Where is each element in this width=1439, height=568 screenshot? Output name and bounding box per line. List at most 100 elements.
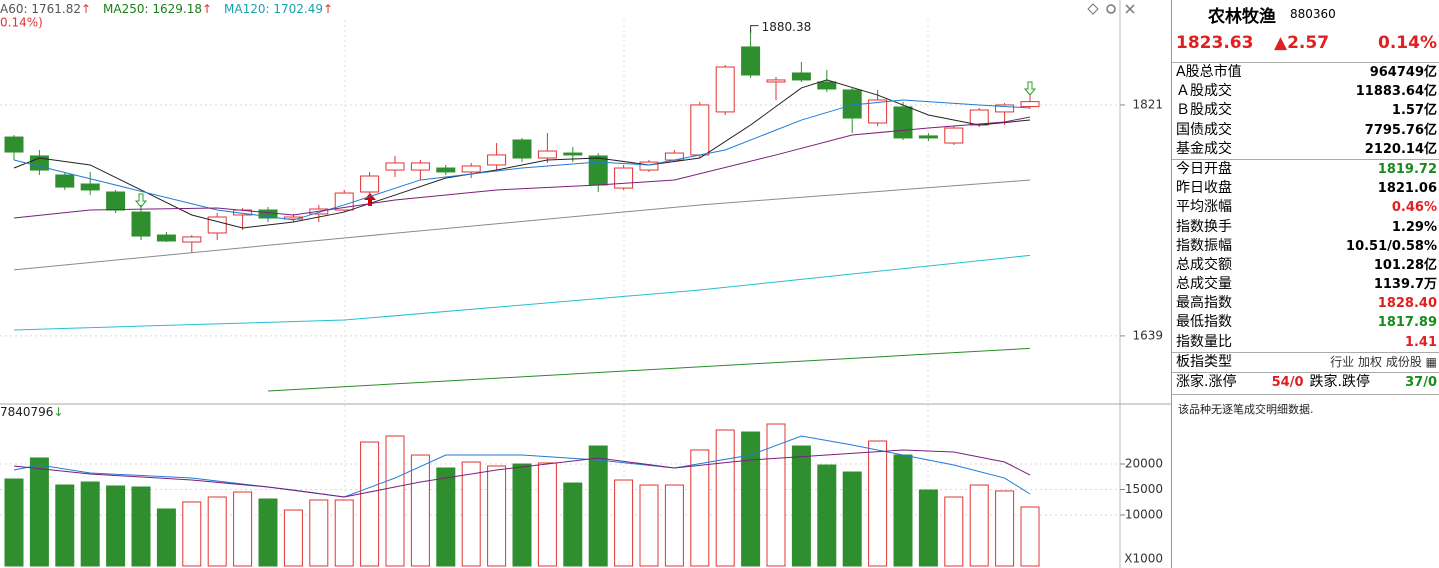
row-label: 昨日收盘 [1176, 180, 1232, 197]
candle-body [893, 106, 913, 139]
row-value: 1828.40 [1377, 296, 1437, 312]
volume-bar [614, 479, 634, 567]
ma-line [13, 449, 1031, 498]
ma-line [13, 79, 1031, 229]
footer-row: 涨家.涨停 54/0 跌家.跌停 37/0 [1172, 373, 1439, 395]
y-tick-label: 15000 [1125, 482, 1163, 496]
legend-entry: A60: 1761.82↑ [0, 2, 91, 16]
row-label: Ａ股成交 [1176, 83, 1232, 100]
icon-diamond[interactable] [1087, 3, 1099, 15]
volume-bar [410, 454, 430, 567]
candle-body [360, 175, 380, 193]
legend-text: MA250: 1629.18 [103, 2, 202, 16]
volume-bar [842, 471, 862, 567]
opt[interactable]: 加权 [1357, 354, 1382, 369]
row-value: 1821.06 [1377, 181, 1437, 197]
candle-body [512, 139, 532, 159]
volume-bar [995, 490, 1015, 567]
volume-bar [690, 449, 710, 567]
volume-bar [537, 462, 557, 567]
volume-bar [360, 441, 380, 567]
volume-bar [182, 501, 202, 567]
row-label: 指数换手 [1176, 218, 1232, 235]
legend-text: MA120: 1702.49 [224, 2, 323, 16]
ma-line [13, 99, 1031, 221]
panel-row: 指数换手 1.29% [1172, 218, 1439, 237]
candle-body [410, 162, 430, 171]
row-value: 0.46% [1391, 200, 1437, 216]
panel-row: 国债成交 7795.76亿 [1172, 121, 1439, 140]
candle-body [207, 216, 227, 234]
high-label: 1880.38 [762, 20, 812, 34]
candle-body [385, 162, 405, 171]
panel-row: 指数量比 1.41 [1172, 333, 1439, 352]
candle-body [868, 99, 888, 124]
row-label: 最低指数 [1176, 314, 1232, 331]
panel-row: 最高指数 1828.40 [1172, 294, 1439, 313]
candle-body [563, 152, 583, 156]
row-label: 指数振幅 [1176, 237, 1232, 254]
volume-bar [106, 485, 126, 567]
row-value: 101.28亿 [1373, 257, 1437, 273]
candle-body [131, 211, 151, 237]
row-value: 1819.72 [1377, 161, 1437, 177]
volume-bar [461, 461, 481, 567]
volume-header: 7840796↓ [0, 405, 64, 419]
row-value: 11883.64亿 [1355, 84, 1437, 100]
row-label: 最高指数 [1176, 295, 1232, 312]
candle-body [614, 167, 634, 189]
sell-arrow [134, 193, 148, 208]
opt[interactable]: 行业 [1330, 354, 1355, 369]
row-label: 总成交量 [1176, 276, 1232, 293]
ma-line [13, 254, 1031, 331]
buy-arrow [364, 193, 376, 206]
row-label: 指数量比 [1176, 333, 1232, 350]
volume-arrow: ↓ [53, 405, 63, 419]
volume-bar [893, 454, 913, 567]
icon-close[interactable] [1125, 4, 1135, 14]
volume-bar [512, 463, 532, 567]
legend-entry: MA120: 1702.49↑ [224, 2, 333, 16]
row-label: Ｂ股成交 [1176, 102, 1232, 119]
row-value: 1.29% [1391, 219, 1437, 235]
candle-body [156, 234, 176, 242]
volume-bar [207, 496, 227, 567]
panel-row: Ａ股成交 11883.64亿 [1172, 82, 1439, 101]
row-label: 国债成交 [1176, 121, 1232, 138]
volume-bar [588, 445, 608, 567]
volume-bar [258, 498, 278, 567]
volume-bar [664, 484, 684, 567]
candle-body [715, 66, 735, 113]
y-tick-label: 10000 [1125, 508, 1163, 522]
volume-bar [817, 464, 837, 567]
ma-line [13, 116, 1031, 219]
row-label: 跌家.跌停 [1309, 374, 1370, 390]
ma-line [267, 347, 1031, 392]
type-row: 板指类型 行业 加权 成份股 ▦ [1172, 353, 1439, 373]
volume-bar [969, 484, 989, 567]
candle-body [690, 104, 710, 156]
unit-label: X1000 [1124, 552, 1163, 566]
volume-bar [385, 435, 405, 567]
opt[interactable]: 成份股 [1385, 354, 1422, 369]
row-value: 37/0 [1405, 375, 1437, 390]
row-value: 1.57亿 [1391, 103, 1437, 119]
row-value: 1.41 [1404, 334, 1437, 350]
volume-bar [334, 499, 354, 567]
candle-body [4, 136, 24, 153]
candle-body [258, 209, 278, 219]
ma-line [13, 435, 1031, 498]
stats-group: 今日开盘 1819.72 昨日收盘 1821.06 平均涨幅 0.46% 指数换手 1.29%… [1172, 160, 1439, 353]
info-panel: 农林牧渔 880360 1823.63 ▲2.57 0.14% A股总市值 964… [1171, 0, 1439, 568]
icon-settings[interactable] [1106, 4, 1116, 14]
candle-body [106, 191, 126, 211]
volume-bar [563, 482, 583, 567]
legend-text: A60: 1761.82 [0, 2, 81, 16]
candle-body [436, 167, 456, 173]
panel-row: 基金成交 2120.14亿 [1172, 140, 1439, 159]
row-label: 今日开盘 [1176, 160, 1232, 177]
row-label: 板指类型 [1176, 353, 1232, 370]
row-label: A股总市值 [1176, 64, 1242, 80]
row-label: 总成交额 [1176, 256, 1232, 273]
